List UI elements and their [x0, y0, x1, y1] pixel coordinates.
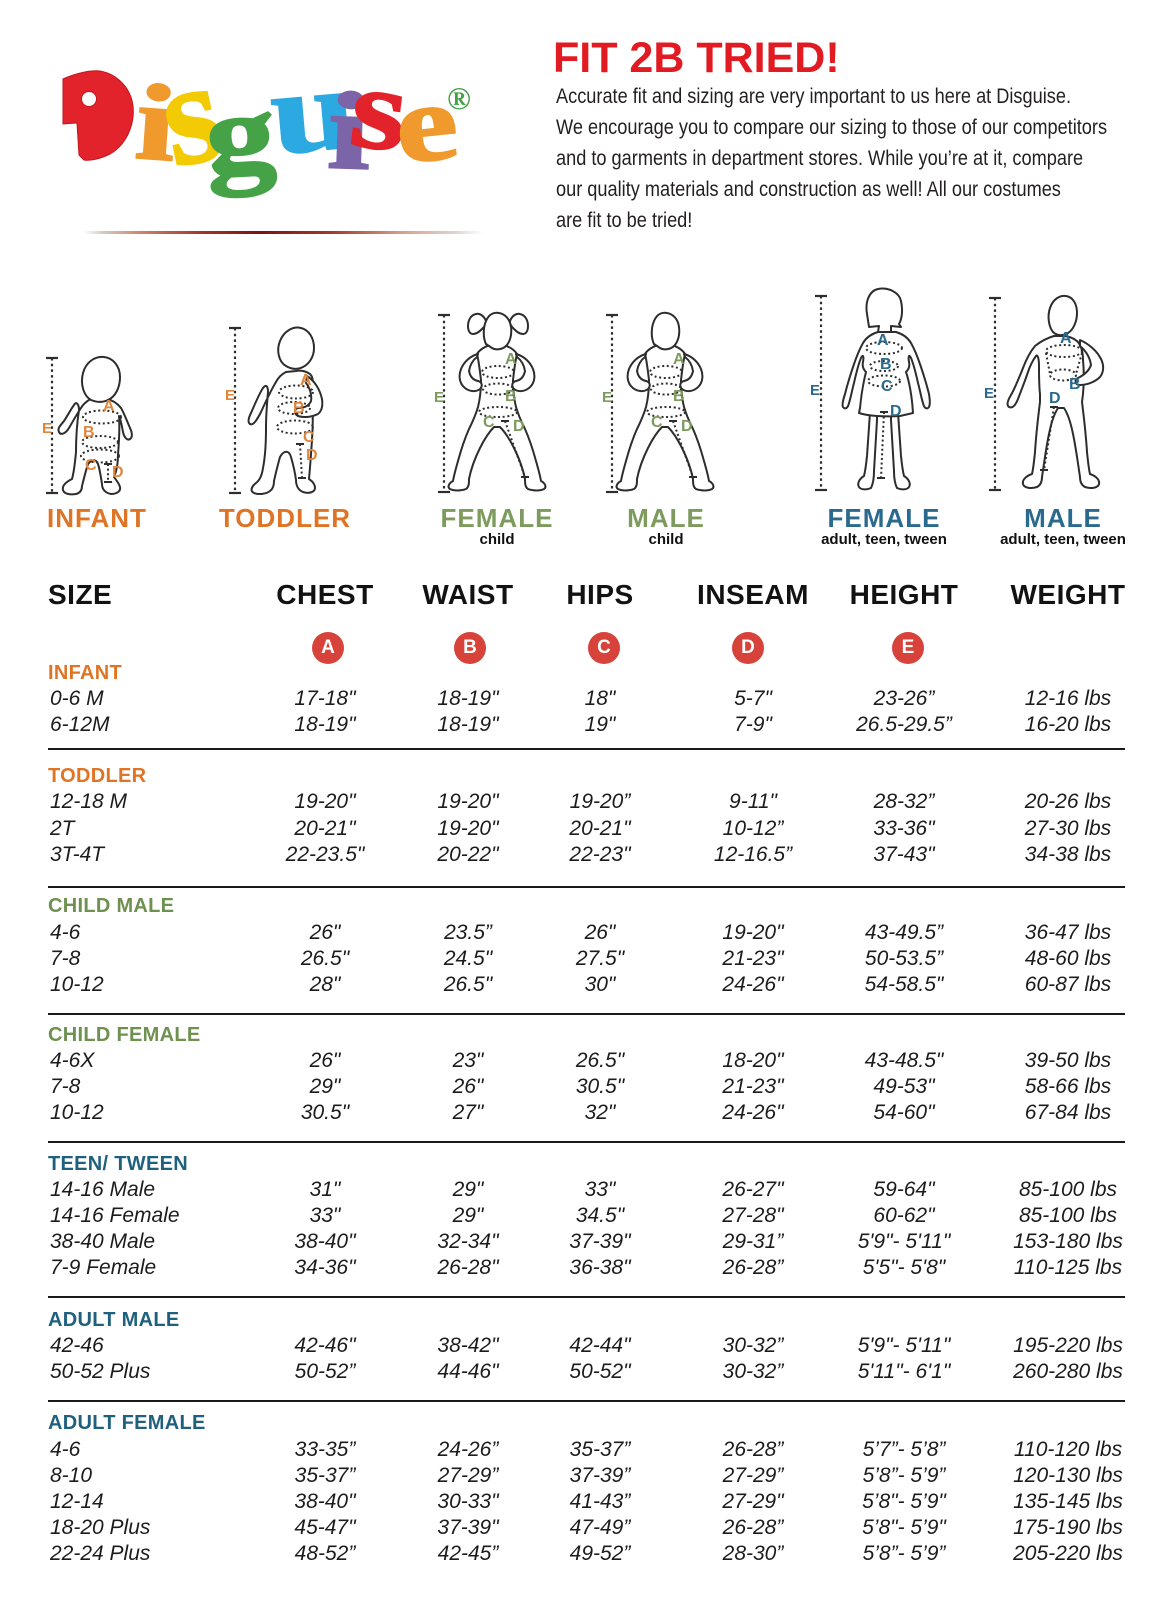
svg-text:D: D — [890, 403, 902, 420]
svg-text:adult, teen, tween: adult, teen, tween — [821, 531, 947, 548]
svg-text:E: E — [810, 382, 820, 399]
svg-text:A: A — [1060, 330, 1072, 347]
svg-text:C: C — [651, 414, 663, 431]
svg-text:A: A — [877, 332, 889, 349]
svg-text:A: A — [103, 398, 115, 415]
svg-text:E: E — [984, 385, 994, 402]
svg-text:child: child — [648, 531, 683, 548]
svg-text:D: D — [681, 418, 693, 435]
svg-text:MALE: MALE — [627, 503, 705, 533]
svg-text:adult, teen, tween: adult, teen, tween — [1000, 531, 1126, 548]
svg-text:C: C — [303, 429, 315, 446]
svg-text:A: A — [673, 351, 685, 368]
svg-text:MALE: MALE — [1024, 503, 1102, 533]
svg-text:B: B — [293, 400, 305, 417]
svg-text:B: B — [880, 356, 892, 373]
svg-text:E: E — [225, 387, 235, 404]
svg-text:B: B — [673, 388, 685, 405]
svg-text:A: A — [505, 351, 517, 368]
svg-text:C: C — [881, 378, 893, 395]
svg-text:FEMALE: FEMALE — [828, 503, 941, 533]
svg-text:D: D — [306, 447, 318, 464]
svg-text:TODDLER: TODDLER — [219, 503, 351, 533]
svg-text:B: B — [83, 424, 95, 441]
svg-text:B: B — [1069, 376, 1081, 393]
svg-text:child: child — [479, 531, 514, 548]
svg-text:E: E — [602, 389, 612, 406]
svg-text:D: D — [513, 418, 525, 435]
svg-text:FEMALE: FEMALE — [441, 503, 554, 533]
svg-text:D: D — [1049, 390, 1061, 407]
svg-text:INFANT: INFANT — [47, 503, 147, 533]
svg-text:E: E — [434, 389, 444, 406]
svg-text:C: C — [85, 457, 97, 474]
svg-text:B: B — [505, 388, 517, 405]
svg-text:A: A — [300, 372, 312, 389]
svg-text:C: C — [483, 414, 495, 431]
svg-text:D: D — [112, 464, 124, 481]
svg-text:E: E — [42, 420, 52, 437]
